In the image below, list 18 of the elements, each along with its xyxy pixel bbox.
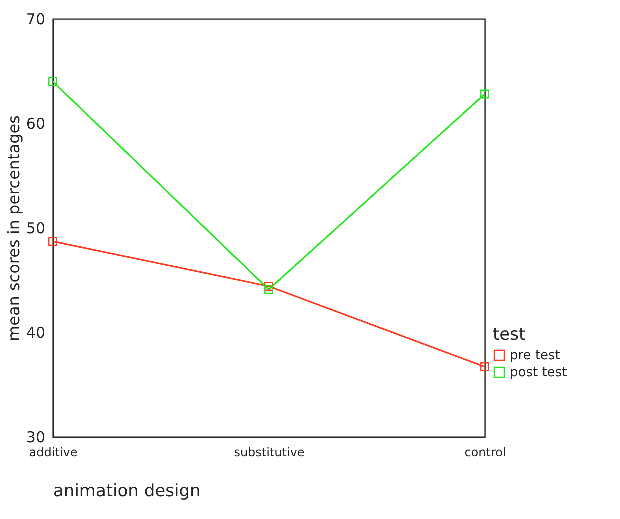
y-tick-label: 60 <box>26 115 46 133</box>
y-axis-title: mean scores in percentages <box>4 116 24 342</box>
point <box>480 90 490 99</box>
y-tick-label: 30 <box>26 428 46 446</box>
legend-label: pre test <box>510 348 560 364</box>
y-tick-label: 50 <box>26 220 46 238</box>
point <box>48 237 58 246</box>
x-tick-label: control <box>464 446 506 460</box>
x-axis-title: animation design <box>54 482 201 502</box>
legend-title: test <box>493 325 526 345</box>
y-tick-label: 40 <box>26 324 46 342</box>
y-tick-label: 70 <box>26 10 46 28</box>
legend-label: post test <box>510 366 568 380</box>
point <box>480 362 490 372</box>
point <box>264 285 274 294</box>
x-tick-label: additive <box>29 446 78 460</box>
point <box>48 77 58 86</box>
x-tick-label: substitutive <box>234 446 305 460</box>
